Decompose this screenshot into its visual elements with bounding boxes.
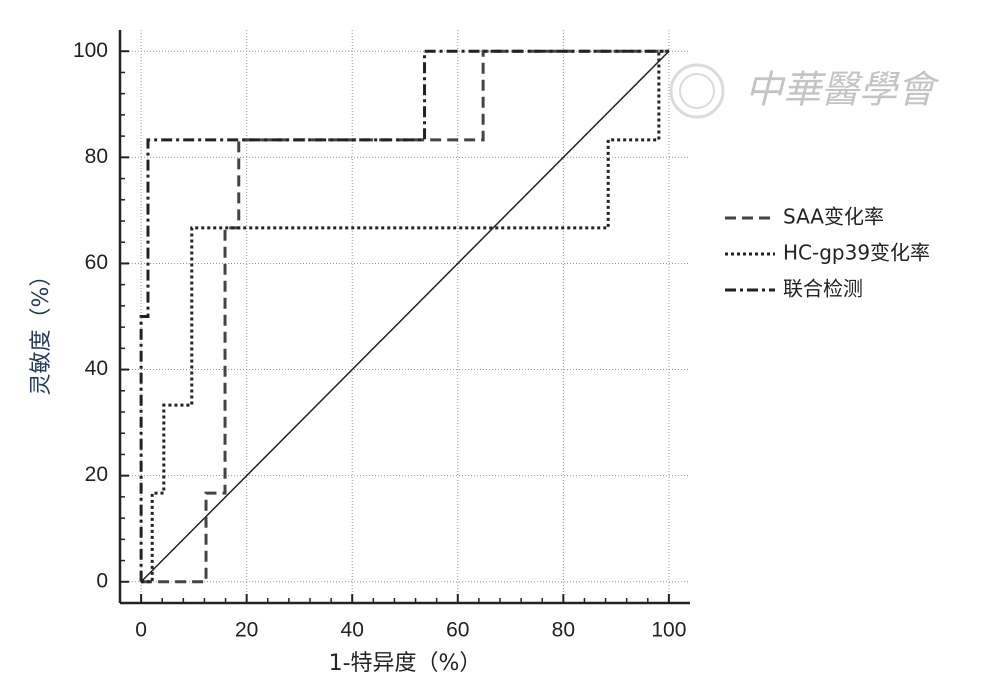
y-tick-label: 0: [96, 569, 108, 592]
x-tick-label: 0: [135, 619, 147, 642]
y-axis-label: 灵敏度（%）: [29, 265, 54, 396]
legend-label: 联合检测: [783, 277, 863, 301]
watermark: 中華醫學會: [745, 68, 940, 112]
x-tick-label: 40: [341, 619, 364, 642]
y-tick-label: 60: [85, 251, 108, 274]
y-tick-label: 20: [85, 463, 108, 486]
x-tick-label: 60: [446, 619, 469, 642]
legend-label: SAA变化率: [783, 205, 884, 229]
series-line: [139, 49, 669, 582]
x-tick-label: 100: [651, 619, 686, 642]
reference-line: [140, 50, 670, 583]
legend-label: HC-gp39变化率: [783, 241, 930, 265]
x-tick-label: 20: [235, 619, 258, 642]
y-tick-label: 80: [85, 145, 108, 168]
series-line: [141, 49, 669, 584]
y-tick-label: 40: [85, 357, 108, 380]
x-tick-label: 80: [552, 619, 575, 642]
watermark-logo: [669, 63, 725, 119]
x-axis-label: 1-特异度（%）: [329, 651, 482, 676]
y-tick-label: 100: [73, 39, 108, 62]
